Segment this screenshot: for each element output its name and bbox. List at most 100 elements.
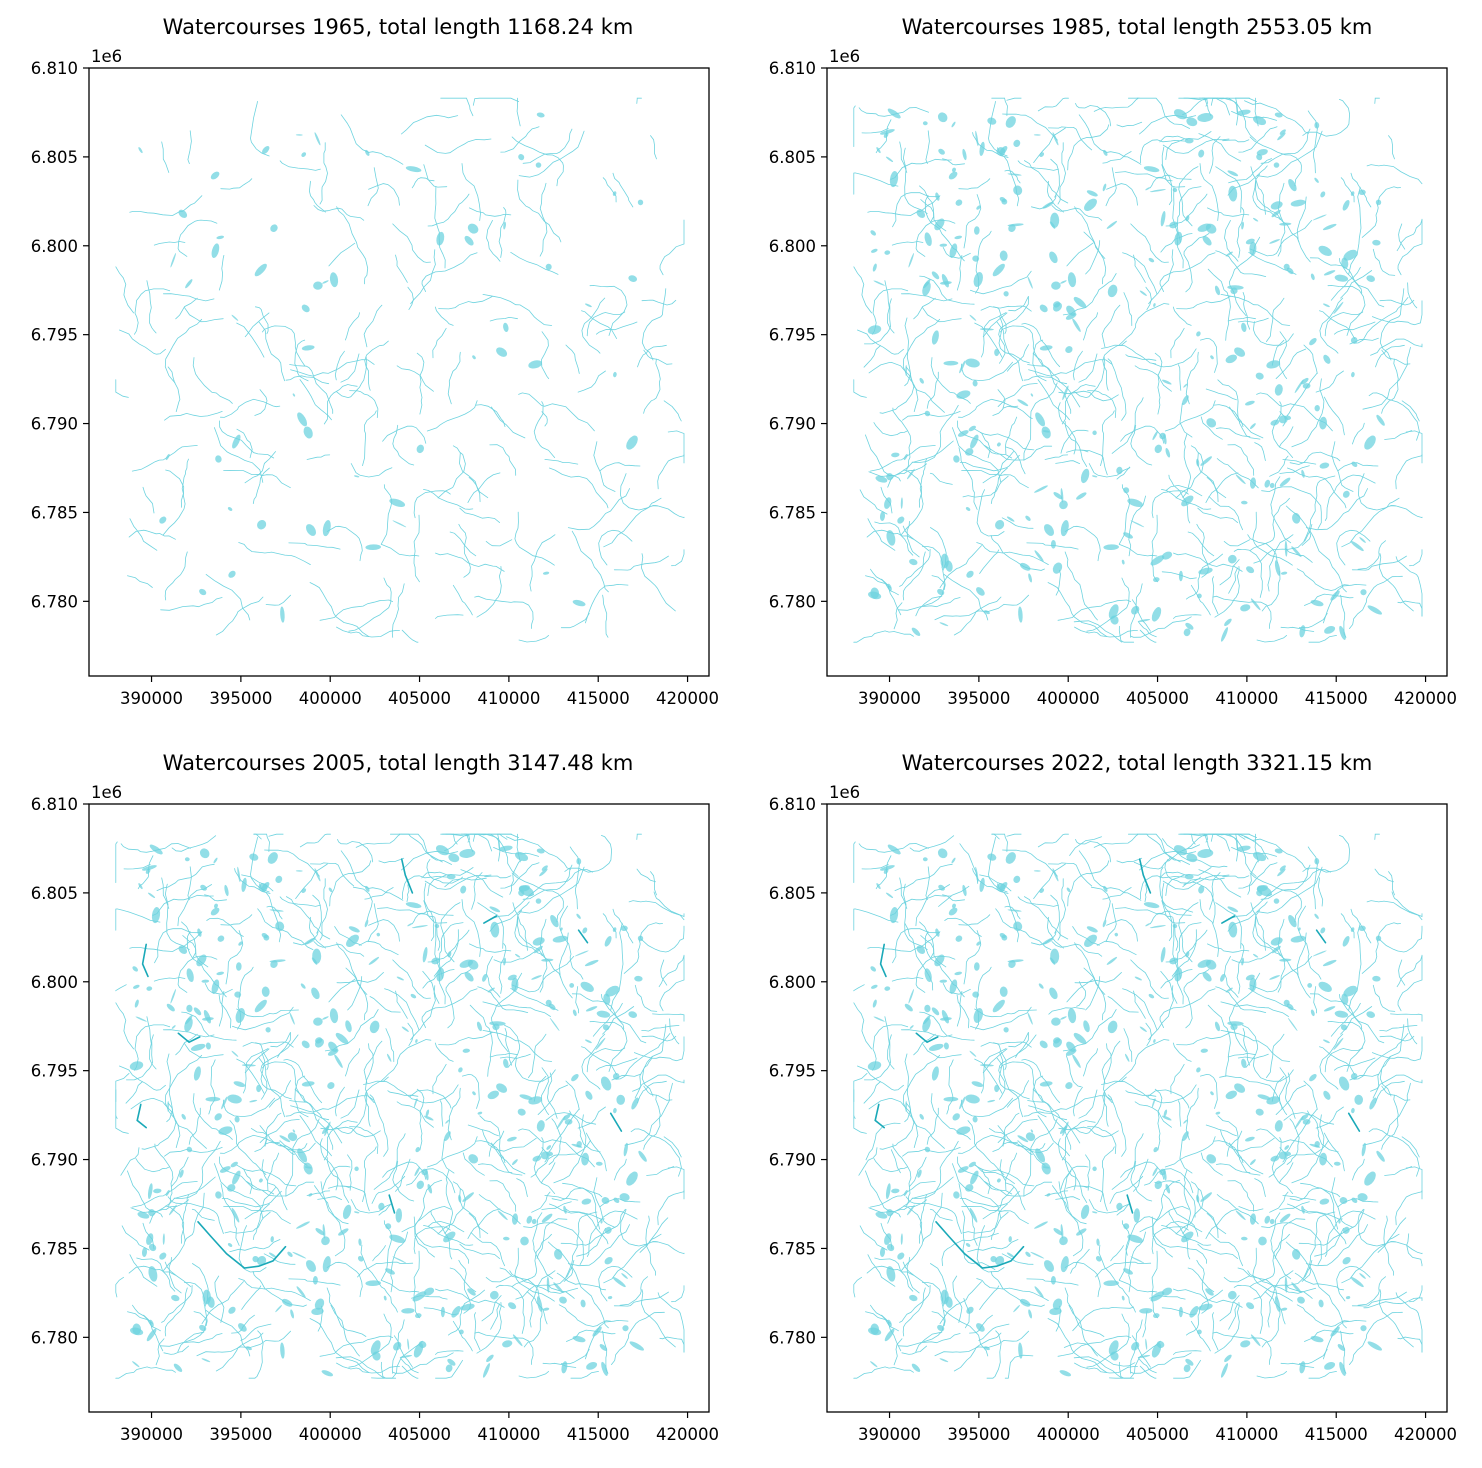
watercourse-line <box>884 1016 895 1070</box>
water-area <box>531 975 542 980</box>
watercourse-line <box>238 1225 267 1273</box>
water-area <box>281 1298 293 1307</box>
watercourse-line <box>1285 505 1312 546</box>
watercourse-line <box>1105 903 1117 943</box>
watercourse-line <box>1172 186 1184 269</box>
watercourse-line <box>1274 1218 1306 1259</box>
watercourse-line <box>164 1147 223 1157</box>
watercourse-line <box>362 410 377 466</box>
water-area <box>1252 953 1259 958</box>
watercourse-line <box>232 1006 294 1031</box>
water-area <box>1025 515 1031 521</box>
watercourse-line <box>596 1057 638 1071</box>
water-area <box>941 1009 949 1024</box>
water-area <box>1354 1094 1364 1105</box>
water-area <box>569 982 575 988</box>
watercourse-line <box>161 1285 193 1323</box>
watercourse-line <box>1178 364 1182 391</box>
watercourse-line <box>865 1311 891 1324</box>
water-area <box>151 907 161 924</box>
watercourse-line <box>1101 1080 1157 1101</box>
water-area <box>205 1042 211 1050</box>
water-area <box>968 425 976 432</box>
water-area <box>976 1323 985 1332</box>
water-area <box>132 966 138 972</box>
water-area <box>595 1161 603 1166</box>
watercourse-line <box>478 1194 521 1225</box>
x-tick-label: 395000 <box>947 689 1010 708</box>
water-area <box>574 950 589 957</box>
watercourse-line <box>905 1196 962 1234</box>
water-area <box>571 1073 579 1082</box>
watercourse-line <box>317 1196 342 1200</box>
watercourse-line <box>659 1336 685 1353</box>
watercourse-line <box>1372 1036 1423 1062</box>
water-area <box>976 205 981 210</box>
water-area <box>1072 1054 1081 1068</box>
watercourse-line <box>115 1002 134 1050</box>
watercourse-line <box>250 1128 308 1166</box>
watercourse-line <box>1207 268 1231 341</box>
water-area <box>1227 554 1237 564</box>
watercourse-line <box>241 1285 262 1310</box>
watercourse-line <box>1372 248 1396 276</box>
watercourse-line <box>593 1177 616 1228</box>
watercourse-line <box>201 1281 244 1325</box>
water-area <box>497 1210 508 1221</box>
water-area <box>137 1211 150 1219</box>
watercourse-line <box>1219 559 1240 586</box>
watercourse-line <box>254 389 268 416</box>
watercourse-line <box>440 902 461 963</box>
watercourse-line <box>1116 1202 1131 1216</box>
water-area <box>924 1146 931 1153</box>
water-area <box>385 1223 392 1230</box>
watercourse-line <box>1130 1160 1153 1202</box>
water-area <box>338 1228 349 1236</box>
watercourse-line <box>130 1098 173 1113</box>
watercourse-line <box>930 1263 947 1326</box>
watercourse-line <box>1396 954 1423 988</box>
watercourse-line <box>514 511 555 566</box>
watercourse-line <box>970 270 1032 295</box>
water-area <box>992 263 1005 277</box>
water-area <box>604 1256 613 1265</box>
watercourse-line <box>372 1245 386 1262</box>
watercourse-line <box>963 194 982 249</box>
water-area <box>965 1094 980 1104</box>
water-area <box>887 844 901 855</box>
watercourse-line <box>1173 552 1243 572</box>
water-area <box>1302 383 1311 389</box>
watercourse-line <box>636 868 656 883</box>
watercourse-line <box>313 941 365 957</box>
water-area <box>301 1040 310 1049</box>
watercourse-line <box>1148 985 1174 1041</box>
watercourse-line <box>571 530 609 593</box>
watercourse-line <box>1302 99 1351 137</box>
watercourse-line <box>511 872 564 923</box>
water-area <box>254 263 267 277</box>
water-area <box>972 1116 978 1123</box>
watercourse-line <box>1398 223 1406 250</box>
water-area <box>464 235 474 246</box>
watercourse-line <box>391 583 405 638</box>
water-area <box>1240 604 1251 612</box>
water-area <box>201 979 210 983</box>
watercourse-line <box>1375 344 1405 368</box>
watercourse-line <box>460 869 504 898</box>
watercourse-line <box>380 1361 397 1379</box>
watercourse-line <box>1309 257 1363 294</box>
water-area <box>968 1161 976 1168</box>
main-channel-line <box>136 1103 147 1129</box>
watercourse-line <box>1238 1206 1264 1212</box>
water-area <box>1273 898 1280 904</box>
watercourse-line <box>406 884 410 902</box>
watercourse-line <box>986 1330 1002 1379</box>
water-area <box>885 1183 891 1200</box>
watercourse-line <box>261 1159 268 1181</box>
watercourse-line <box>1348 922 1362 1011</box>
water-area <box>885 156 894 163</box>
water-area <box>1121 1295 1125 1301</box>
watercourse-line <box>1391 891 1423 918</box>
main-channel-line <box>879 943 887 978</box>
watercourse-line <box>478 1163 513 1174</box>
